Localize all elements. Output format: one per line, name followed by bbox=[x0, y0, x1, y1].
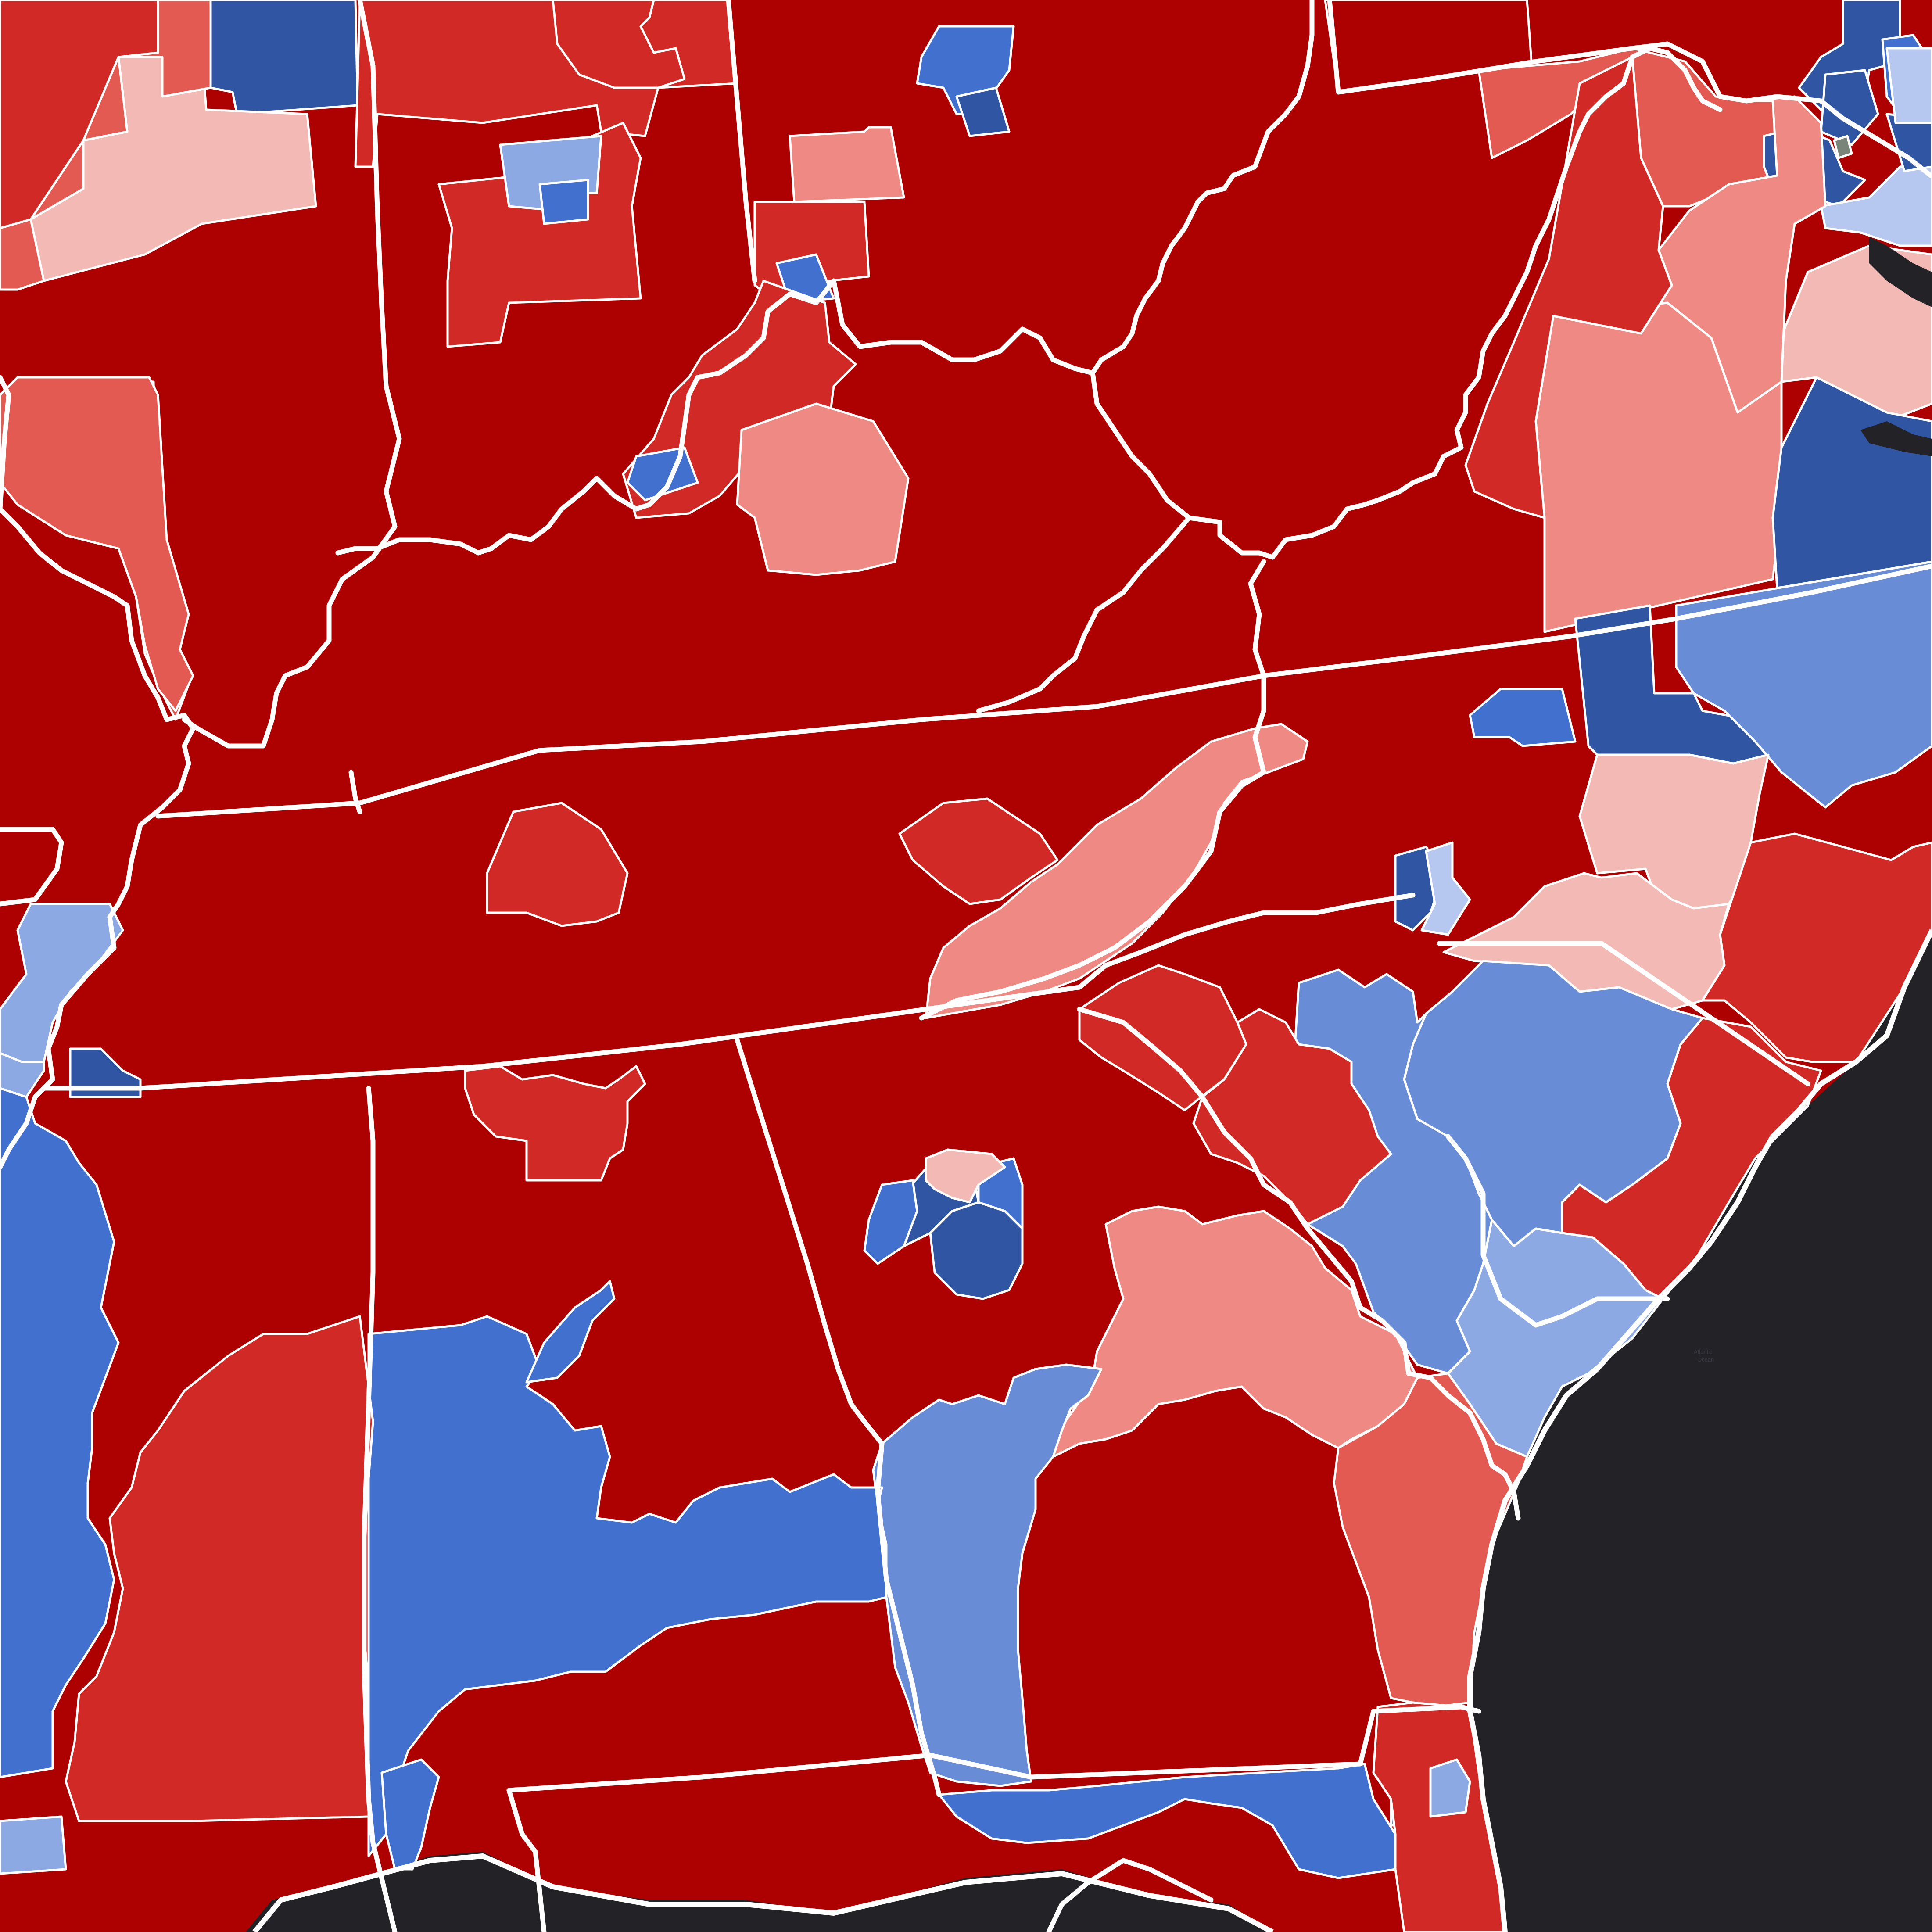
state-line-tn-ms bbox=[41, 893, 1416, 1091]
district-ga-likely-d-atlanta[interactable] bbox=[863, 1179, 918, 1265]
state-line-tn-nc bbox=[919, 673, 1266, 1021]
chesapeake-bay-south bbox=[1860, 421, 1932, 456]
district-ms-likely-d-north[interactable] bbox=[525, 1280, 616, 1384]
chesapeake-bay bbox=[1869, 237, 1932, 307]
district-md-weak-d[interactable] bbox=[1820, 161, 1932, 247]
state-line-ga-sc bbox=[1077, 1007, 1521, 1521]
district-ar-tilt-d[interactable] bbox=[0, 903, 124, 1063]
district-tn-tilt-r-east[interactable] bbox=[925, 723, 1309, 1019]
district-md-small-gray bbox=[1833, 135, 1853, 159]
atlantic-ocean bbox=[1470, 930, 1932, 1932]
district-fl-likely-d-panhandle[interactable] bbox=[938, 1763, 1397, 1879]
district-in-tilt-r[interactable] bbox=[789, 126, 905, 203]
district-al-likely-d-black-belt[interactable] bbox=[367, 1315, 888, 1857]
district-mo-safe-d[interactable] bbox=[209, 0, 359, 115]
district-il-lean-r-south[interactable] bbox=[0, 376, 194, 712]
state-line-pa-md bbox=[1327, 0, 1635, 95]
district-nc-likely-d[interactable] bbox=[1469, 688, 1577, 747]
district-sc-likely-r-mid[interactable] bbox=[1192, 1008, 1392, 1226]
atlantic-coastline bbox=[1467, 929, 1932, 1932]
district-in-likely-r-north[interactable] bbox=[552, 0, 686, 89]
district-va-likely-r-west[interactable] bbox=[1464, 56, 1673, 519]
state-line-ga-fl bbox=[506, 1704, 1481, 1793]
district-ga-weak-r-atlanta[interactable] bbox=[925, 1148, 1006, 1204]
district-ms-likely-r-south[interactable] bbox=[65, 1315, 374, 1822]
state-line-fl-panhandle bbox=[1046, 1858, 1214, 1932]
district-md-weak-d-2[interactable] bbox=[1885, 47, 1932, 124]
district-tn-likely-r-nashville[interactable] bbox=[486, 802, 629, 927]
district-tn-likely-r-east[interactable] bbox=[898, 797, 1059, 905]
state-line-in-oh bbox=[726, 0, 757, 283]
district-mo-likely-r[interactable] bbox=[0, 0, 159, 229]
state-line-tn-west bbox=[348, 770, 362, 814]
state-line-ky-wv bbox=[1090, 46, 1723, 560]
state-line-ky-va bbox=[976, 515, 1192, 713]
state-line-al-ga bbox=[735, 1037, 942, 1797]
state-line-ky-tn-east bbox=[1248, 559, 1266, 678]
state-line-ky-tn-va-nc bbox=[155, 563, 1932, 819]
district-ms-likely-d-delta[interactable] bbox=[0, 1087, 120, 1778]
district-ky-tilt-r-lexington[interactable] bbox=[736, 402, 910, 576]
district-nc-lean-d-north[interactable] bbox=[1675, 560, 1932, 809]
district-nc-weak-d-charlotte[interactable] bbox=[1420, 841, 1471, 936]
district-ar-safe-d-small[interactable] bbox=[69, 1047, 142, 1098]
district-ga-lean-d-south[interactable] bbox=[872, 1363, 1103, 1787]
state-line-mississippi-north bbox=[0, 375, 196, 1170]
district-il-likely-d[interactable] bbox=[538, 179, 589, 225]
state-line-md-va bbox=[1630, 41, 1932, 178]
state-line-ms-al bbox=[362, 1086, 398, 1932]
ocean-label-line2: Ocean bbox=[1697, 1356, 1714, 1363]
state-line-nc-sc-north bbox=[1437, 941, 1810, 1086]
state-line-mo-bootheel bbox=[0, 827, 64, 907]
gulf-of-mexico bbox=[246, 1852, 1272, 1932]
state-line-nc-sc bbox=[1445, 1134, 1670, 1328]
state-line-ohio-river bbox=[335, 0, 1315, 556]
district-ms-tilt-d-bottom[interactable] bbox=[0, 1815, 67, 1875]
gulf-coastline bbox=[252, 1853, 1274, 1932]
district-indy-safe-d[interactable] bbox=[955, 86, 1011, 137]
district-fl-tilt-d-bottom[interactable] bbox=[1429, 1758, 1471, 1818]
state-line-fl-al-west bbox=[506, 1788, 547, 1932]
state-line-il-in bbox=[182, 0, 402, 749]
district-ms-likely-d-bottom[interactable] bbox=[380, 1758, 440, 1871]
ocean-label-line1: Atlantic bbox=[1694, 1348, 1713, 1355]
district-tn-likely-r-sw[interactable] bbox=[464, 1065, 646, 1182]
